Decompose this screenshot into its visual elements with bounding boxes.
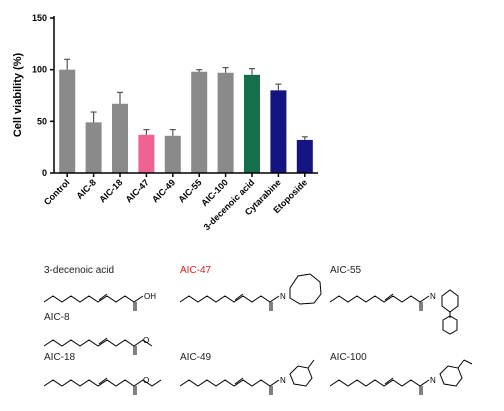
compound-label-aic-18: AIC-18	[44, 352, 76, 363]
x-tick-label-aic-18: AIC-18	[97, 177, 124, 204]
compound-label-aic-49: AIC-49	[180, 352, 212, 363]
bar-aic-47	[138, 134, 155, 173]
bar-control	[59, 69, 76, 173]
structure-3-decenoic-acid: OH	[43, 282, 169, 317]
y-tick-label-0: 0	[42, 168, 47, 178]
nitrogen-atom: N	[280, 376, 286, 385]
bar-aic-100	[217, 72, 234, 173]
compound-label-3-decenoic-acid: 3-decenoic acid	[44, 265, 115, 276]
compound-label-aic-47: AIC-47	[180, 265, 212, 276]
nitrogen-atom: N	[430, 292, 436, 301]
y-axis-title: Cell viability (%)	[12, 52, 24, 137]
bar-aic-18	[112, 103, 128, 173]
bar-aic-49	[164, 135, 181, 173]
y-tick-label-100: 100	[32, 65, 47, 75]
nitrogen-atom: N	[280, 292, 286, 301]
x-tick-label-aic-47: AIC-47	[124, 177, 151, 204]
bar-3-decenoic-acid	[244, 74, 260, 173]
x-tick-label-aic-49: AIC-49	[150, 177, 177, 204]
compound-label-aic-8: AIC-8	[44, 312, 70, 323]
bar-aic-55	[191, 71, 208, 173]
hydroxyl-atom: OH	[144, 292, 156, 301]
nitrogen-atom: N	[430, 376, 436, 385]
bar-etoposide	[296, 139, 313, 173]
structure-aic-49: N	[179, 359, 320, 411]
oxygen-atom: O	[143, 376, 149, 385]
bar-chart: Control AIC-8 AIC-18 AIC-47 AIC-49 AIC-55AIC-…	[12, 13, 318, 232]
bar-aic-8	[85, 122, 102, 173]
structure-aic-18: O	[43, 366, 179, 403]
structure-aic-8: O	[43, 326, 169, 363]
structure-aic-100: N	[329, 359, 480, 411]
bars-layer	[59, 58, 313, 173]
structure-aic-47: N	[179, 273, 325, 327]
oxygen-atom: O	[143, 336, 149, 345]
y-tick-label-150: 150	[32, 13, 47, 23]
bar-cytarabine	[270, 90, 287, 173]
compound-label-aic-55: AIC-55	[330, 265, 362, 276]
compound-label-aic-100: AIC-100	[330, 352, 367, 363]
x-tick-label-aic-8: AIC-8	[74, 177, 98, 201]
structure-aic-55: N	[329, 282, 480, 347]
y-tick-label-50: 50	[37, 116, 47, 126]
x-tick-label-control: Control	[42, 177, 72, 207]
